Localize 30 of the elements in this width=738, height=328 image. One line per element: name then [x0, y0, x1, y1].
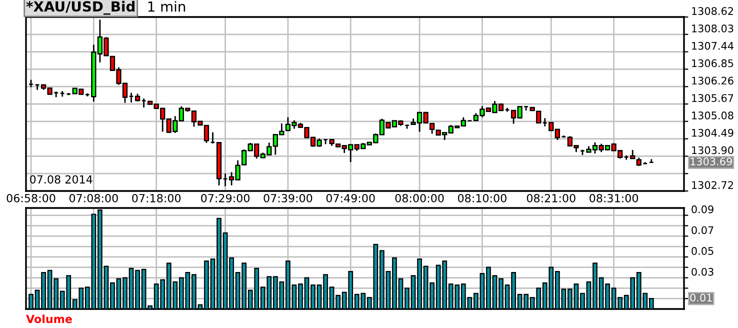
y-tick-label: 1303.90: [692, 146, 734, 154]
y-tick-label: 1308.03: [692, 24, 734, 32]
x-tick-label: 08:10:00: [458, 194, 506, 202]
y-tick-label: 0.03: [692, 268, 714, 276]
x-tick-label: 06:58:00: [6, 194, 56, 202]
chart-title: *XAU/USD_Bid: [26, 0, 135, 15]
y-tick-label: 1307.44: [692, 42, 734, 50]
text: 0.01: [690, 294, 712, 302]
chart-subtitle: 1 min: [148, 1, 186, 12]
y-tick-label: 1305.08: [692, 112, 734, 120]
annotation: 07.08 2014: [30, 175, 92, 184]
y-tick-label: 0.07: [692, 226, 714, 234]
y-tick-label: 1304.49: [692, 128, 734, 137]
x-tick-label: 07:39:00: [264, 194, 312, 202]
y-tick-label: 1308.62: [692, 7, 733, 15]
y-tick-label: 1306.26: [692, 76, 734, 85]
x-axis-title: Volume: [26, 314, 72, 324]
y-tick-label: 1305.67: [692, 94, 734, 102]
y-tick-label: 1302.72: [692, 181, 733, 189]
x-tick-label: 08:00:00: [395, 194, 444, 202]
x-tick-label: 08:31:00: [590, 194, 638, 202]
x-tick-label: 07:08:00: [69, 194, 118, 202]
y-tick-label: 0.05: [692, 247, 714, 255]
y-tick-label: 0.09: [692, 205, 714, 214]
text: 1303.69: [690, 158, 732, 166]
x-tick-label: 07:49:00: [326, 194, 375, 202]
x-tick-label: 08:21:00: [526, 194, 576, 202]
x-tick-label: 07:18:00: [132, 194, 181, 202]
y-tick-label: 1306.85: [692, 59, 734, 68]
x-tick-label: 07:29:00: [201, 194, 250, 202]
